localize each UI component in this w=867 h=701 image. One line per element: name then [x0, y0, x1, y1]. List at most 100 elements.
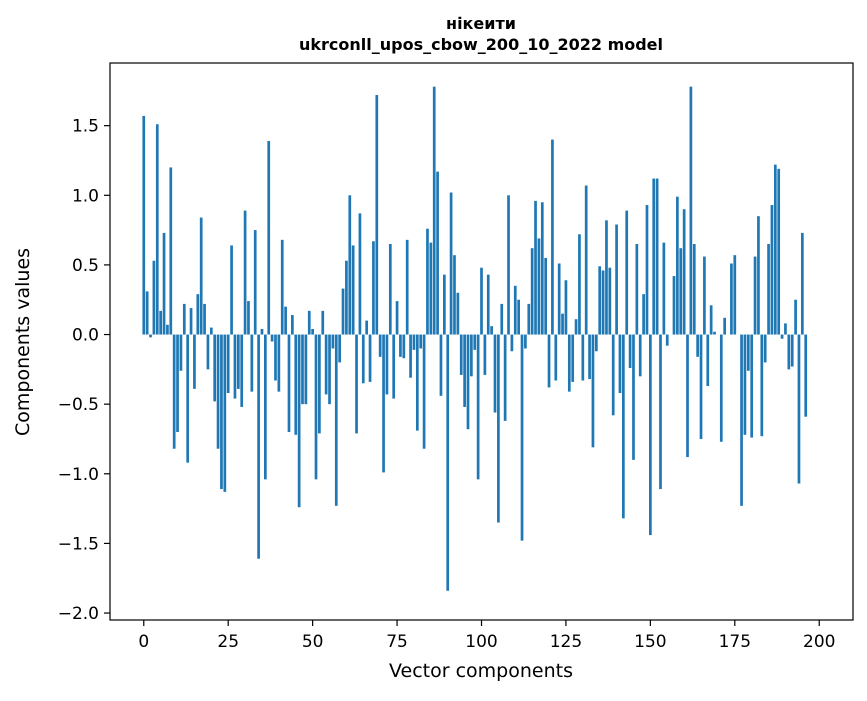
bar — [436, 172, 439, 335]
bar — [608, 268, 611, 335]
bar — [605, 220, 608, 334]
bar — [575, 319, 578, 334]
y-tick-label: −1.5 — [58, 534, 99, 554]
bar — [686, 335, 689, 458]
bar — [264, 335, 267, 480]
bar — [632, 335, 635, 460]
bar — [234, 335, 237, 399]
x-tick-label: 125 — [550, 632, 582, 652]
bar — [392, 335, 395, 399]
y-tick-label: 0.5 — [72, 256, 99, 276]
bar — [250, 335, 253, 392]
bar — [484, 335, 487, 375]
bar — [210, 328, 213, 335]
bar — [406, 240, 409, 335]
bar — [791, 335, 794, 367]
bar — [338, 335, 341, 363]
bar — [494, 335, 497, 413]
chart-subtitle: ukrconll_upos_cbow_200_10_2022 model — [299, 35, 663, 54]
bar — [578, 234, 581, 334]
bar — [271, 335, 274, 342]
bar — [798, 335, 801, 484]
bar — [149, 335, 152, 338]
bar — [500, 304, 503, 335]
bar — [747, 335, 750, 371]
bar — [450, 193, 453, 335]
bar — [196, 294, 199, 334]
bar — [254, 230, 257, 334]
y-tick-label: −0.5 — [58, 395, 99, 415]
bar — [774, 165, 777, 335]
bar — [571, 335, 574, 382]
bar — [544, 258, 547, 335]
bar — [382, 335, 385, 473]
x-tick-label: 0 — [138, 632, 149, 652]
bar — [639, 335, 642, 377]
bar — [490, 326, 493, 334]
bar — [240, 335, 243, 407]
bar — [554, 335, 557, 381]
bar — [723, 318, 726, 335]
bar — [305, 335, 308, 405]
bar — [261, 329, 264, 335]
bar — [142, 116, 145, 335]
bar — [581, 335, 584, 381]
bar — [585, 186, 588, 335]
bar — [457, 293, 460, 335]
x-tick-label: 75 — [386, 632, 408, 652]
bar — [213, 335, 216, 402]
bar — [190, 308, 193, 334]
bar — [534, 201, 537, 335]
bar — [207, 335, 210, 370]
bar — [291, 315, 294, 335]
bar — [663, 243, 666, 335]
bar — [163, 233, 166, 335]
bar — [801, 233, 804, 335]
bar — [760, 335, 763, 437]
bar — [389, 244, 392, 335]
bar — [460, 335, 463, 375]
bar — [538, 238, 541, 334]
bar — [615, 225, 618, 335]
x-tick-label: 100 — [465, 632, 497, 652]
bar — [696, 335, 699, 357]
bar — [409, 335, 412, 378]
bar — [777, 169, 780, 335]
bar — [568, 335, 571, 392]
bar — [359, 213, 362, 334]
bar — [679, 248, 682, 334]
bar — [730, 264, 733, 335]
bar — [588, 335, 591, 380]
bar — [706, 335, 709, 387]
bar — [524, 335, 527, 349]
bar — [244, 211, 247, 335]
x-tick-label: 50 — [302, 632, 324, 652]
bar — [683, 209, 686, 334]
bar — [480, 268, 483, 335]
bar — [416, 335, 419, 431]
bar — [301, 335, 304, 405]
bar — [757, 216, 760, 334]
bar — [511, 335, 514, 352]
bar — [298, 335, 301, 508]
y-tick-label: 1.5 — [72, 117, 99, 137]
bar — [467, 335, 470, 430]
y-tick-label: −2.0 — [58, 604, 99, 624]
bar — [676, 197, 679, 335]
bar — [379, 335, 382, 357]
bar — [413, 335, 416, 350]
bar — [646, 205, 649, 334]
bar — [703, 257, 706, 335]
y-tick-label: 0.0 — [72, 326, 99, 346]
bar — [656, 179, 659, 335]
bar — [267, 141, 270, 335]
bar — [247, 301, 250, 334]
bar — [365, 321, 368, 335]
bar — [548, 335, 551, 388]
bar — [342, 289, 345, 335]
bar — [180, 335, 183, 371]
bar — [230, 245, 233, 334]
y-tick-label: −1.0 — [58, 465, 99, 485]
y-axis-ticks: −2.0−1.5−1.0−0.50.00.51.01.5 — [58, 117, 110, 624]
